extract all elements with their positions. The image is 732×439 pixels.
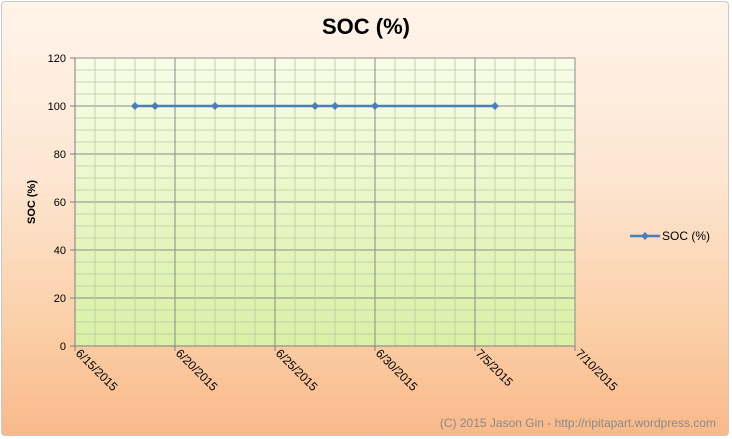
x-tick-label: 7/10/2015	[573, 346, 621, 394]
x-tick-label: 6/30/2015	[373, 346, 421, 394]
data-point	[371, 102, 379, 110]
y-tick-label: 80	[54, 149, 66, 161]
data-point	[151, 102, 159, 110]
data-point	[211, 102, 219, 110]
y-tick-label: 20	[54, 293, 66, 305]
y-axis-label: SOC (%)	[26, 180, 38, 224]
x-tick-label: 7/5/2015	[473, 346, 516, 389]
legend-swatch	[630, 232, 660, 240]
y-tick-label: 100	[48, 101, 66, 113]
data-point	[131, 102, 139, 110]
credit-text: (C) 2015 Jason Gin - http://ripitapart.w…	[439, 416, 716, 430]
legend-label: SOC (%)	[662, 229, 710, 243]
data-point	[491, 102, 499, 110]
x-tick-label: 6/15/2015	[73, 346, 121, 394]
y-tick-label: 40	[54, 245, 66, 257]
data-point	[331, 102, 339, 110]
y-tick-label: 0	[60, 341, 66, 353]
y-tick-label: 60	[54, 197, 66, 209]
data-point	[311, 102, 319, 110]
legend: SOC (%)	[630, 229, 710, 243]
x-tick-label: 6/20/2015	[173, 346, 221, 394]
y-tick-label: 120	[48, 53, 66, 65]
chart-title: SOC (%)	[322, 14, 410, 39]
x-tick-label: 6/25/2015	[273, 346, 321, 394]
